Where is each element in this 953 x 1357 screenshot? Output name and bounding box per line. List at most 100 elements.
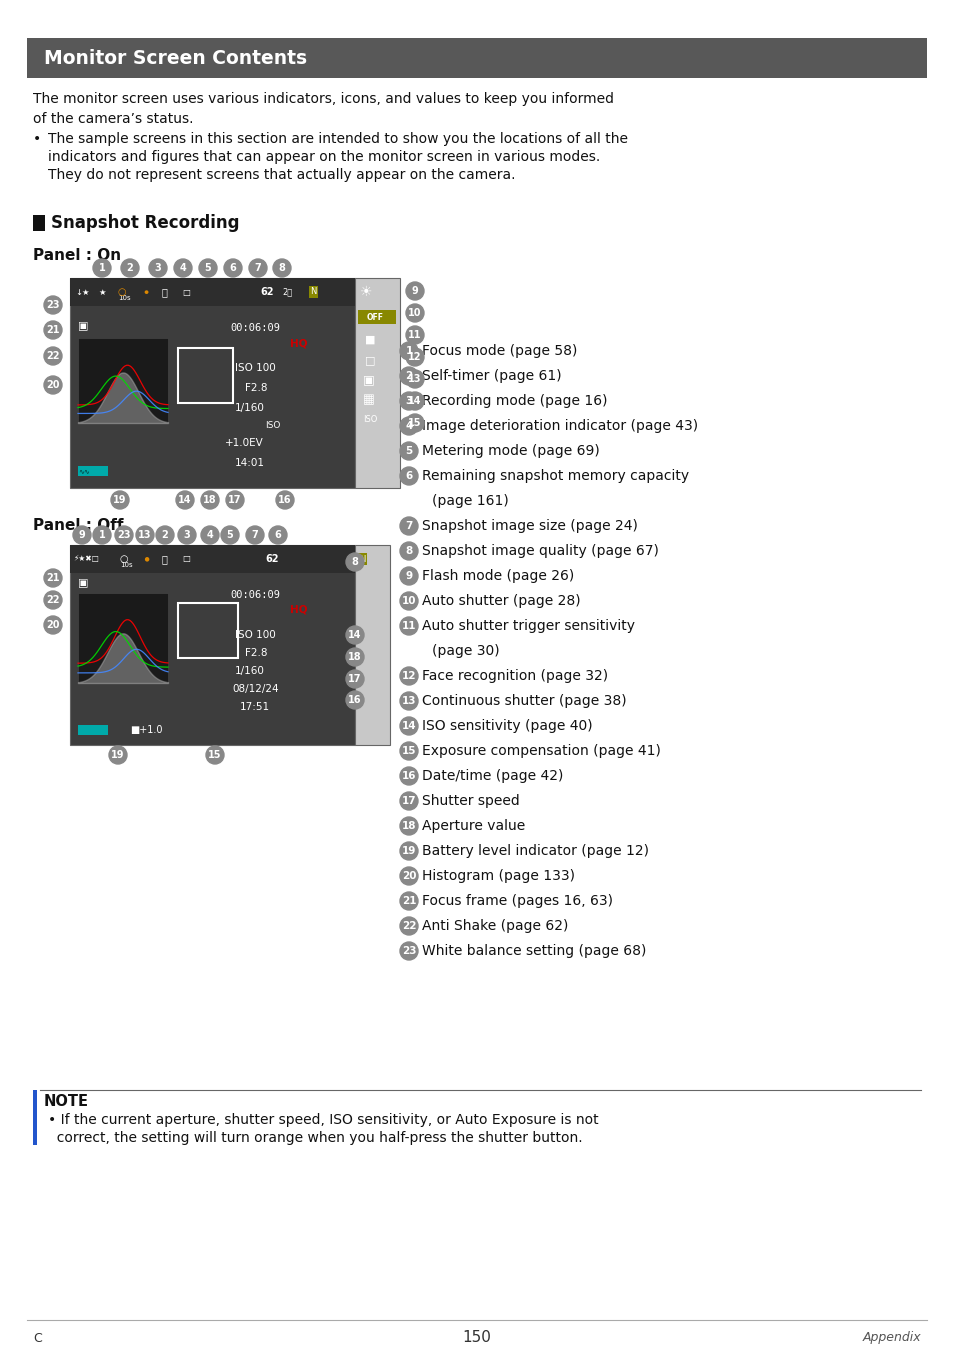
Text: correct, the setting will turn orange when you half-press the shutter button.: correct, the setting will turn orange wh…	[48, 1130, 582, 1145]
Text: 22: 22	[401, 921, 416, 931]
Text: Panel : Off: Panel : Off	[33, 518, 123, 533]
Circle shape	[44, 296, 62, 313]
Bar	[33, 214, 45, 231]
Text: Continuous shutter (page 38): Continuous shutter (page 38)	[421, 693, 626, 708]
Text: 13: 13	[138, 531, 152, 540]
Bar	[355, 278, 399, 489]
Bar	[78, 465, 108, 476]
Text: Appendix: Appendix	[862, 1331, 920, 1345]
Text: 10: 10	[408, 308, 421, 318]
Text: 1: 1	[98, 531, 105, 540]
Text: 8: 8	[352, 556, 358, 567]
Circle shape	[399, 592, 417, 611]
Bar	[78, 593, 168, 683]
Text: 62: 62	[260, 286, 274, 297]
Text: 3: 3	[183, 531, 191, 540]
Circle shape	[399, 417, 417, 436]
Text: 17:51: 17:51	[240, 702, 270, 712]
Text: 4: 4	[179, 263, 186, 273]
Text: 22: 22	[46, 351, 60, 361]
Text: Date/time (page 42): Date/time (page 42)	[421, 769, 563, 783]
Text: 15: 15	[401, 746, 416, 756]
Circle shape	[346, 626, 364, 645]
Text: 7: 7	[252, 531, 258, 540]
Text: 14: 14	[178, 495, 192, 505]
Text: 16: 16	[401, 771, 416, 782]
Text: ⚡★✖□: ⚡★✖□	[73, 555, 99, 563]
Circle shape	[399, 442, 417, 460]
Text: Recording mode (page 16): Recording mode (page 16)	[421, 394, 607, 408]
Text: ⌕: ⌕	[162, 286, 168, 297]
Bar	[70, 278, 355, 305]
Circle shape	[178, 527, 195, 544]
Circle shape	[406, 392, 423, 410]
Text: 7: 7	[254, 263, 261, 273]
Text: Snapshot image size (page 24): Snapshot image size (page 24)	[421, 518, 638, 533]
Text: □: □	[182, 555, 190, 563]
Text: 20: 20	[401, 871, 416, 881]
Text: White balance setting (page 68): White balance setting (page 68)	[421, 944, 646, 958]
Circle shape	[406, 282, 423, 300]
Circle shape	[201, 491, 219, 509]
Circle shape	[246, 527, 264, 544]
Circle shape	[399, 767, 417, 784]
Circle shape	[399, 692, 417, 710]
Circle shape	[73, 527, 91, 544]
Text: 00:06:09: 00:06:09	[230, 323, 280, 332]
Circle shape	[406, 326, 423, 345]
Text: 6: 6	[230, 263, 236, 273]
Circle shape	[121, 259, 139, 277]
Text: 1/160: 1/160	[234, 666, 265, 676]
Text: ISO 100: ISO 100	[234, 364, 275, 373]
Text: ☀: ☀	[359, 285, 372, 299]
Bar	[78, 338, 168, 423]
Circle shape	[44, 569, 62, 588]
Circle shape	[399, 917, 417, 935]
Circle shape	[109, 746, 127, 764]
Circle shape	[149, 259, 167, 277]
Text: Focus mode (page 58): Focus mode (page 58)	[421, 345, 577, 358]
Text: 1: 1	[98, 263, 105, 273]
Text: HQ: HQ	[290, 605, 307, 615]
Text: 5: 5	[405, 446, 413, 456]
Text: 08/12/24: 08/12/24	[232, 684, 278, 693]
Circle shape	[44, 616, 62, 634]
Text: 9: 9	[78, 531, 85, 540]
Text: Shutter speed: Shutter speed	[421, 794, 519, 807]
Text: Exposure compensation (page 41): Exposure compensation (page 41)	[421, 744, 660, 759]
Text: 13: 13	[408, 375, 421, 384]
Text: ↓★: ↓★	[75, 288, 90, 296]
Text: N: N	[358, 555, 365, 563]
Text: 2⬞: 2⬞	[282, 288, 292, 296]
Text: 1: 1	[405, 346, 413, 356]
Text: +1.0EV: +1.0EV	[225, 438, 263, 448]
Text: Histogram (page 133): Histogram (page 133)	[421, 868, 575, 883]
Text: 23: 23	[117, 531, 131, 540]
Circle shape	[399, 817, 417, 835]
Text: NOTE: NOTE	[44, 1095, 89, 1110]
Circle shape	[275, 491, 294, 509]
Text: indicators and figures that can appear on the monitor screen in various modes.: indicators and figures that can appear o…	[48, 151, 599, 164]
Text: 10s: 10s	[118, 294, 131, 301]
Text: ■: ■	[365, 335, 375, 345]
Text: 20: 20	[46, 380, 60, 389]
Text: 8: 8	[405, 546, 413, 556]
Text: 11: 11	[408, 330, 421, 341]
Text: 9: 9	[411, 286, 418, 296]
Circle shape	[399, 892, 417, 911]
Bar	[70, 546, 355, 573]
Text: 5: 5	[227, 531, 233, 540]
Text: ISO: ISO	[363, 415, 377, 425]
Text: (page 30): (page 30)	[432, 645, 499, 658]
Text: Auto shutter trigger sensitivity: Auto shutter trigger sensitivity	[421, 619, 635, 632]
Circle shape	[399, 617, 417, 635]
Text: 7: 7	[405, 521, 413, 531]
Circle shape	[399, 792, 417, 810]
Circle shape	[399, 392, 417, 410]
Circle shape	[273, 259, 291, 277]
Text: ISO 100: ISO 100	[234, 630, 275, 641]
Text: 20: 20	[46, 620, 60, 630]
Text: ⚫: ⚫	[142, 288, 149, 296]
Text: 14: 14	[348, 630, 361, 641]
Text: 23: 23	[46, 300, 60, 309]
